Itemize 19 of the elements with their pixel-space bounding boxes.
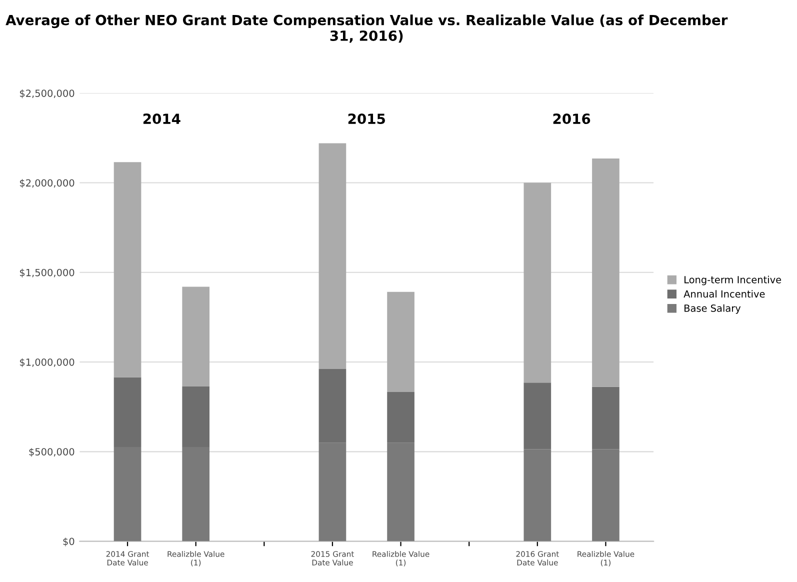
y-tick-label: $500,000 — [29, 448, 74, 457]
y-tick-label: $2,000,000 — [20, 179, 74, 188]
annotation: 2016 — [553, 114, 590, 124]
bar — [114, 162, 142, 378]
chart-title: Average of Other NEO Grant Date Compensation Value vs. Realizable Value (as of December 31, 2016) — [6, 14, 728, 43]
y-tick-label: $0 — [63, 538, 74, 546]
bar — [524, 182, 552, 383]
legend-label: Long-term Incentive — [684, 276, 782, 286]
y-tick-label: $1,500,000 — [20, 268, 74, 278]
bar — [387, 292, 414, 392]
legend-label: Base Salary — [684, 304, 741, 314]
annotation: 2014 — [143, 114, 180, 124]
bar — [592, 158, 620, 387]
annotation: 2015 — [348, 114, 385, 124]
y-tick-label: $1,000,000 — [20, 358, 74, 368]
legend-label: Annual Incentive — [684, 290, 765, 298]
bar — [182, 286, 210, 387]
y-tick-label: $2,500,000 — [20, 89, 74, 98]
bar — [318, 143, 346, 369]
